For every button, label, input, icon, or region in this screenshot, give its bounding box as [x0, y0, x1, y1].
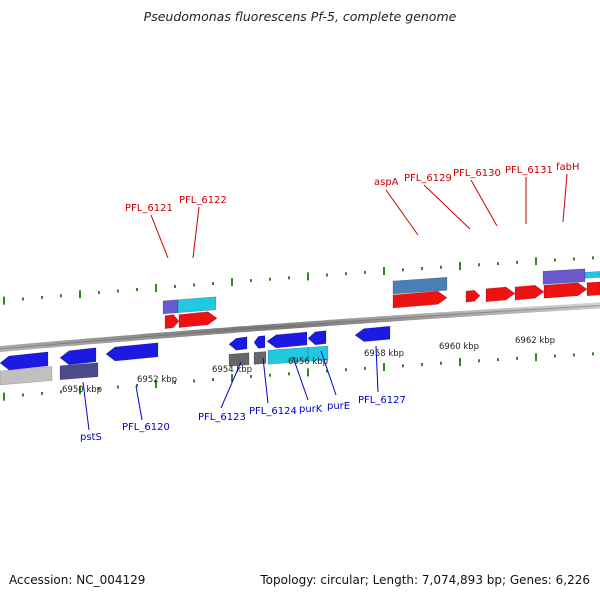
reverse-leader	[220, 361, 242, 409]
reverse-gene-label: PFL_6123	[198, 412, 246, 423]
reverse-gene-label: pstS	[80, 432, 102, 443]
reverse-gene-label: purK	[299, 404, 323, 415]
reverse-gene-label: PFL_6120	[122, 422, 170, 433]
reverse-gene-label: PFL_6127	[358, 395, 406, 406]
reverse-leader	[262, 357, 269, 404]
accession-text: Accession: NC_004129	[9, 573, 146, 587]
scale-tick-label: 6950 kbp	[62, 385, 102, 395]
scale-tick-label: 6962 kbp	[515, 336, 555, 346]
forward-gene-label: PFL_6129	[404, 173, 452, 184]
ring-ticks	[3, 256, 594, 401]
forward-gene	[514, 284, 545, 301]
reverse-gene	[307, 330, 327, 346]
reverse-gene-label: PFL_6124	[249, 406, 297, 417]
forward-gene	[465, 289, 481, 303]
forward-gene-label: PFL_6130	[453, 168, 501, 179]
forward-leader	[192, 206, 200, 259]
forward-gene-label: PFL_6121	[125, 203, 173, 214]
reverse-leader	[292, 356, 309, 401]
forward-leader	[150, 214, 169, 259]
forward-gene	[164, 314, 180, 330]
forward-leader	[423, 184, 471, 230]
forward-gene-label: aspA	[374, 177, 399, 188]
forward-gene-label: PFL_6131	[505, 165, 553, 176]
reverse-gene	[253, 335, 266, 349]
reverse-leader	[375, 345, 379, 393]
reverse-gene	[354, 325, 391, 342]
forward-gene	[178, 311, 218, 328]
scale-tick-label: 6960 kbp	[439, 342, 479, 352]
reverse-gene	[59, 347, 97, 366]
genome-backbone	[0, 302, 600, 353]
steel-feature	[392, 276, 448, 295]
reverse-gene	[0, 351, 49, 371]
reverse-leader	[82, 381, 90, 431]
scale-labels: 6950 kbp 6952 kbp 6954 kbp 6956 kbp 6958 kbp…	[62, 336, 555, 395]
purple-feature	[162, 299, 179, 315]
forward-gene-label: fabH	[556, 162, 580, 173]
forward-gene	[543, 282, 588, 299]
scale-tick-label: 6952 kbp	[137, 375, 177, 385]
reverse-gene	[228, 336, 248, 351]
gray-feature	[228, 352, 250, 367]
forward-leader	[562, 173, 568, 223]
scale-tick-label: 6958 kbp	[364, 349, 404, 359]
forward-leader	[470, 179, 498, 227]
reverse-gene	[105, 342, 159, 362]
cyan-feature	[177, 296, 217, 314]
map-title: Pseudomonas fluorescens Pf-5, complete g…	[143, 9, 457, 24]
backbone-line-core	[0, 304, 600, 350]
forward-gene	[392, 290, 448, 309]
reverse-gene	[266, 331, 308, 349]
genome-summary: Topology: circular; Length: 7,074,893 bp…	[260, 573, 590, 587]
reverse-leader	[320, 350, 337, 396]
reverse-leader	[135, 385, 143, 421]
gray-feature	[0, 366, 53, 386]
forward-gene	[586, 281, 600, 297]
label-leaders	[82, 173, 568, 431]
reverse-gene-label: purE	[327, 401, 350, 412]
gene-labels: PFL_6121 PFL_6122 aspA PFL_6129 PFL_6130 PFL_…	[80, 162, 580, 443]
forward-gene	[485, 286, 516, 303]
cyan-feature	[584, 271, 600, 279]
gray-feature	[253, 351, 267, 365]
purple-feature	[542, 268, 586, 285]
gene-features[interactable]	[0, 268, 600, 386]
scale-tick-label: 6956 kbp	[288, 357, 328, 367]
navy-feature	[59, 362, 99, 381]
forward-gene-label: PFL_6122	[179, 195, 227, 206]
scale-tick-label: 6954 kbp	[212, 365, 252, 375]
forward-leader	[385, 189, 419, 236]
